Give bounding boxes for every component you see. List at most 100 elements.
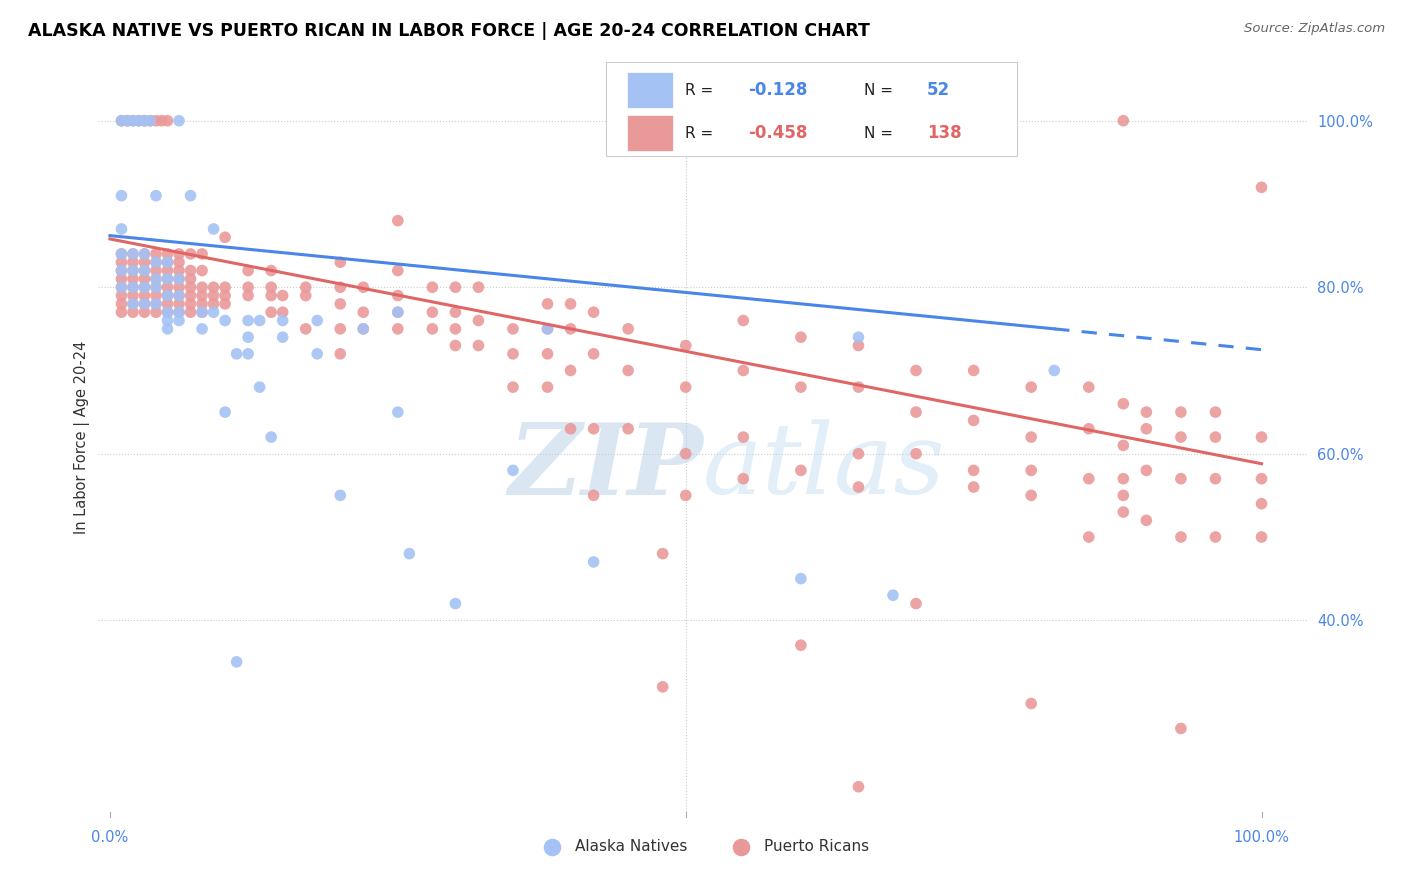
Point xyxy=(733,113,755,128)
Point xyxy=(191,280,214,294)
Point xyxy=(167,263,190,277)
Point xyxy=(115,113,138,128)
Point xyxy=(180,297,202,311)
Point xyxy=(1135,405,1157,419)
Point xyxy=(134,263,156,277)
Point xyxy=(329,280,352,294)
Point xyxy=(156,247,179,261)
Point xyxy=(848,480,870,494)
Point xyxy=(271,313,294,327)
Point xyxy=(260,305,283,319)
Point xyxy=(398,547,420,561)
Point xyxy=(502,380,524,394)
Point xyxy=(145,305,167,319)
Point xyxy=(134,113,156,128)
Point xyxy=(145,255,167,269)
Point xyxy=(145,255,167,269)
Point xyxy=(110,247,132,261)
Point xyxy=(180,305,202,319)
Point xyxy=(962,463,984,477)
Point xyxy=(202,288,225,302)
Point xyxy=(214,297,236,311)
Point xyxy=(134,297,156,311)
Point xyxy=(675,338,697,352)
Point xyxy=(271,330,294,344)
Point xyxy=(1077,380,1099,394)
Point xyxy=(1112,438,1135,452)
Point xyxy=(329,322,352,336)
Point xyxy=(214,280,236,294)
Point xyxy=(444,597,467,611)
Point xyxy=(191,297,214,311)
Point xyxy=(167,297,190,311)
Point xyxy=(110,280,132,294)
Point xyxy=(180,247,202,261)
Point xyxy=(905,363,928,377)
Point xyxy=(352,305,374,319)
Point xyxy=(122,247,145,261)
Text: 52: 52 xyxy=(927,81,950,99)
Point xyxy=(180,280,202,294)
Point xyxy=(110,113,132,128)
Point xyxy=(167,272,190,286)
Point xyxy=(122,272,145,286)
Point xyxy=(502,347,524,361)
Point xyxy=(444,280,467,294)
Point xyxy=(1170,472,1192,486)
Point xyxy=(128,113,150,128)
Point xyxy=(156,255,179,269)
Point xyxy=(167,305,190,319)
Point xyxy=(110,263,132,277)
Point xyxy=(150,113,173,128)
Point xyxy=(307,347,329,361)
Point xyxy=(848,447,870,461)
Point xyxy=(352,280,374,294)
Point xyxy=(122,297,145,311)
Bar xyxy=(627,72,673,108)
Point xyxy=(236,313,259,327)
Point xyxy=(444,305,467,319)
Point xyxy=(145,113,167,128)
Point xyxy=(145,280,167,294)
Point xyxy=(110,305,132,319)
Point xyxy=(180,272,202,286)
Point xyxy=(110,297,132,311)
Point xyxy=(848,330,870,344)
Point xyxy=(905,447,928,461)
Point xyxy=(156,272,179,286)
Point xyxy=(582,347,605,361)
Point xyxy=(202,222,225,236)
Point xyxy=(156,113,179,128)
Point xyxy=(848,338,870,352)
Point xyxy=(134,263,156,277)
Text: Source: ZipAtlas.com: Source: ZipAtlas.com xyxy=(1244,22,1385,36)
Point xyxy=(675,380,697,394)
Text: R =: R = xyxy=(685,126,718,141)
Point xyxy=(122,297,145,311)
Point xyxy=(1112,113,1135,128)
Point xyxy=(1019,463,1042,477)
Point xyxy=(1250,180,1272,194)
Point xyxy=(122,263,145,277)
Point xyxy=(134,297,156,311)
Point xyxy=(214,405,236,419)
Point xyxy=(191,247,214,261)
Point xyxy=(145,272,167,286)
Point xyxy=(387,305,409,319)
Point xyxy=(260,280,283,294)
Point xyxy=(444,322,467,336)
Point xyxy=(122,113,145,128)
Point xyxy=(467,313,489,327)
Point xyxy=(122,247,145,261)
Point xyxy=(675,488,697,502)
Point xyxy=(422,305,444,319)
Point xyxy=(294,322,316,336)
Point xyxy=(329,488,352,502)
Point xyxy=(156,263,179,277)
Point xyxy=(1077,472,1099,486)
Text: 138: 138 xyxy=(927,124,962,143)
Point xyxy=(387,305,409,319)
Point xyxy=(1170,722,1192,736)
Point xyxy=(167,272,190,286)
Point xyxy=(1043,363,1066,377)
